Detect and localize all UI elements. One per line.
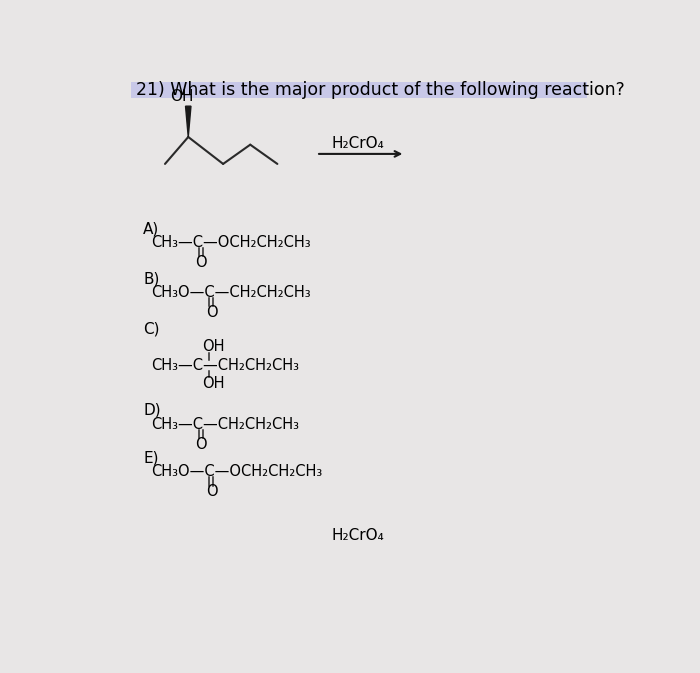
- Text: CH₃—C—OCH₂CH₂CH₃: CH₃—C—OCH₂CH₂CH₃: [151, 235, 311, 250]
- Polygon shape: [186, 106, 191, 137]
- Text: 21) What is the major product of the following reaction?: 21) What is the major product of the fol…: [136, 81, 624, 99]
- Text: A): A): [144, 222, 160, 237]
- Text: OH: OH: [202, 339, 225, 354]
- Text: CH₃—C—CH₂CH₂CH₃: CH₃—C—CH₂CH₂CH₃: [151, 417, 299, 431]
- Text: CH₃—C—CH₂CH₂CH₃: CH₃—C—CH₂CH₂CH₃: [151, 358, 299, 373]
- Text: O: O: [206, 305, 217, 320]
- Text: B): B): [144, 272, 160, 287]
- Text: O: O: [195, 437, 207, 452]
- Text: H₂CrO₄: H₂CrO₄: [332, 528, 384, 543]
- Text: D): D): [144, 403, 161, 418]
- Text: O: O: [206, 485, 217, 499]
- Text: C): C): [144, 322, 160, 337]
- Text: OH: OH: [170, 89, 194, 104]
- FancyBboxPatch shape: [131, 82, 587, 98]
- Text: O: O: [195, 255, 207, 270]
- Text: E): E): [144, 450, 159, 466]
- Text: CH₃O—C—OCH₂CH₂CH₃: CH₃O—C—OCH₂CH₂CH₃: [151, 464, 322, 479]
- Text: H₂CrO₄: H₂CrO₄: [332, 137, 384, 151]
- Text: OH: OH: [202, 376, 225, 391]
- Text: CH₃O—C—CH₂CH₂CH₃: CH₃O—C—CH₂CH₂CH₃: [151, 285, 311, 300]
